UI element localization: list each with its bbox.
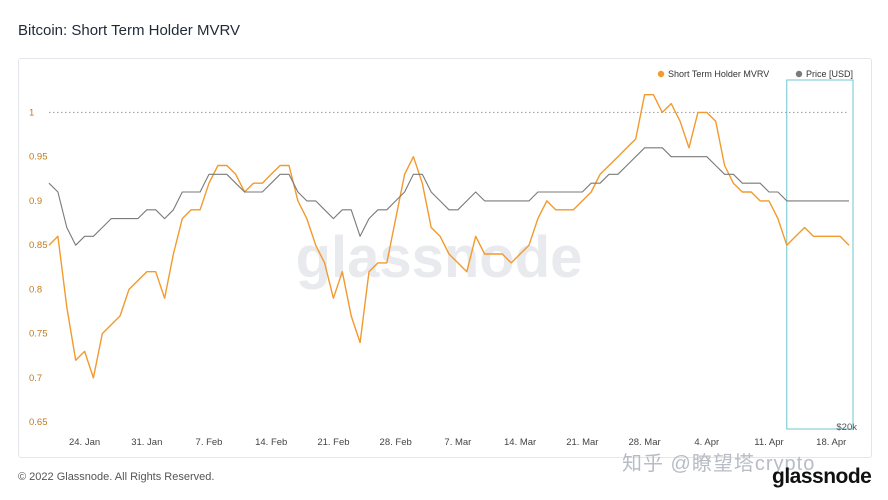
y-tick-label: 0.75 (29, 329, 48, 340)
x-tick-label: 7. Mar (444, 437, 471, 448)
right-axis-label: $20k (836, 422, 857, 433)
legend-marker (795, 70, 803, 78)
x-tick-label: 14. Feb (255, 437, 287, 448)
y-tick-label: 1 (29, 107, 34, 118)
x-tick-label: 18. Apr (816, 437, 846, 448)
sth-mvrv-line (48, 94, 850, 379)
x-tick-label: 28. Feb (380, 437, 412, 448)
highlight-box (786, 79, 854, 430)
brand-logo: glassnode (772, 465, 872, 488)
legend-marker (657, 70, 665, 78)
legend-label: Short Term Holder MVRV (668, 69, 769, 79)
overlay-text: 知乎 @瞭望塔crypto (622, 453, 816, 475)
copyright-footer: © 2022 Glassnode. All Rights Reserved. (18, 471, 215, 483)
x-tick-label: 31. Jan (131, 437, 162, 448)
x-tick-label: 4. Apr (694, 437, 719, 448)
x-tick-label: 7. Feb (196, 437, 223, 448)
chart-title: Bitcoin: Short Term Holder MVRV (18, 22, 241, 39)
x-tick-label: 24. Jan (69, 437, 100, 448)
x-tick-label: 14. Mar (504, 437, 536, 448)
x-tick-label: 28. Mar (628, 437, 660, 448)
x-tick-label: 11. Apr (754, 437, 783, 448)
y-tick-label: 0.85 (29, 240, 48, 251)
chart-svg: glassnode0.650.70.750.80.850.90.951$20k2… (29, 69, 857, 448)
price-line (48, 147, 849, 246)
y-tick-label: 0.9 (29, 196, 42, 207)
x-tick-label: 21. Mar (566, 437, 598, 448)
y-tick-label: 0.7 (29, 373, 42, 384)
y-tick-label: 0.8 (29, 284, 42, 295)
chart-panel: glassnode 0.65 0.7 0.75 0.8 0.85 0.9 0.95 1 $20k 2… (18, 58, 872, 458)
y-tick-label: 0.65 (29, 417, 48, 428)
legend-label: Price [USD] (806, 69, 853, 79)
y-tick-label: 0.95 (29, 152, 48, 163)
x-tick-label: 21. Feb (317, 437, 349, 448)
